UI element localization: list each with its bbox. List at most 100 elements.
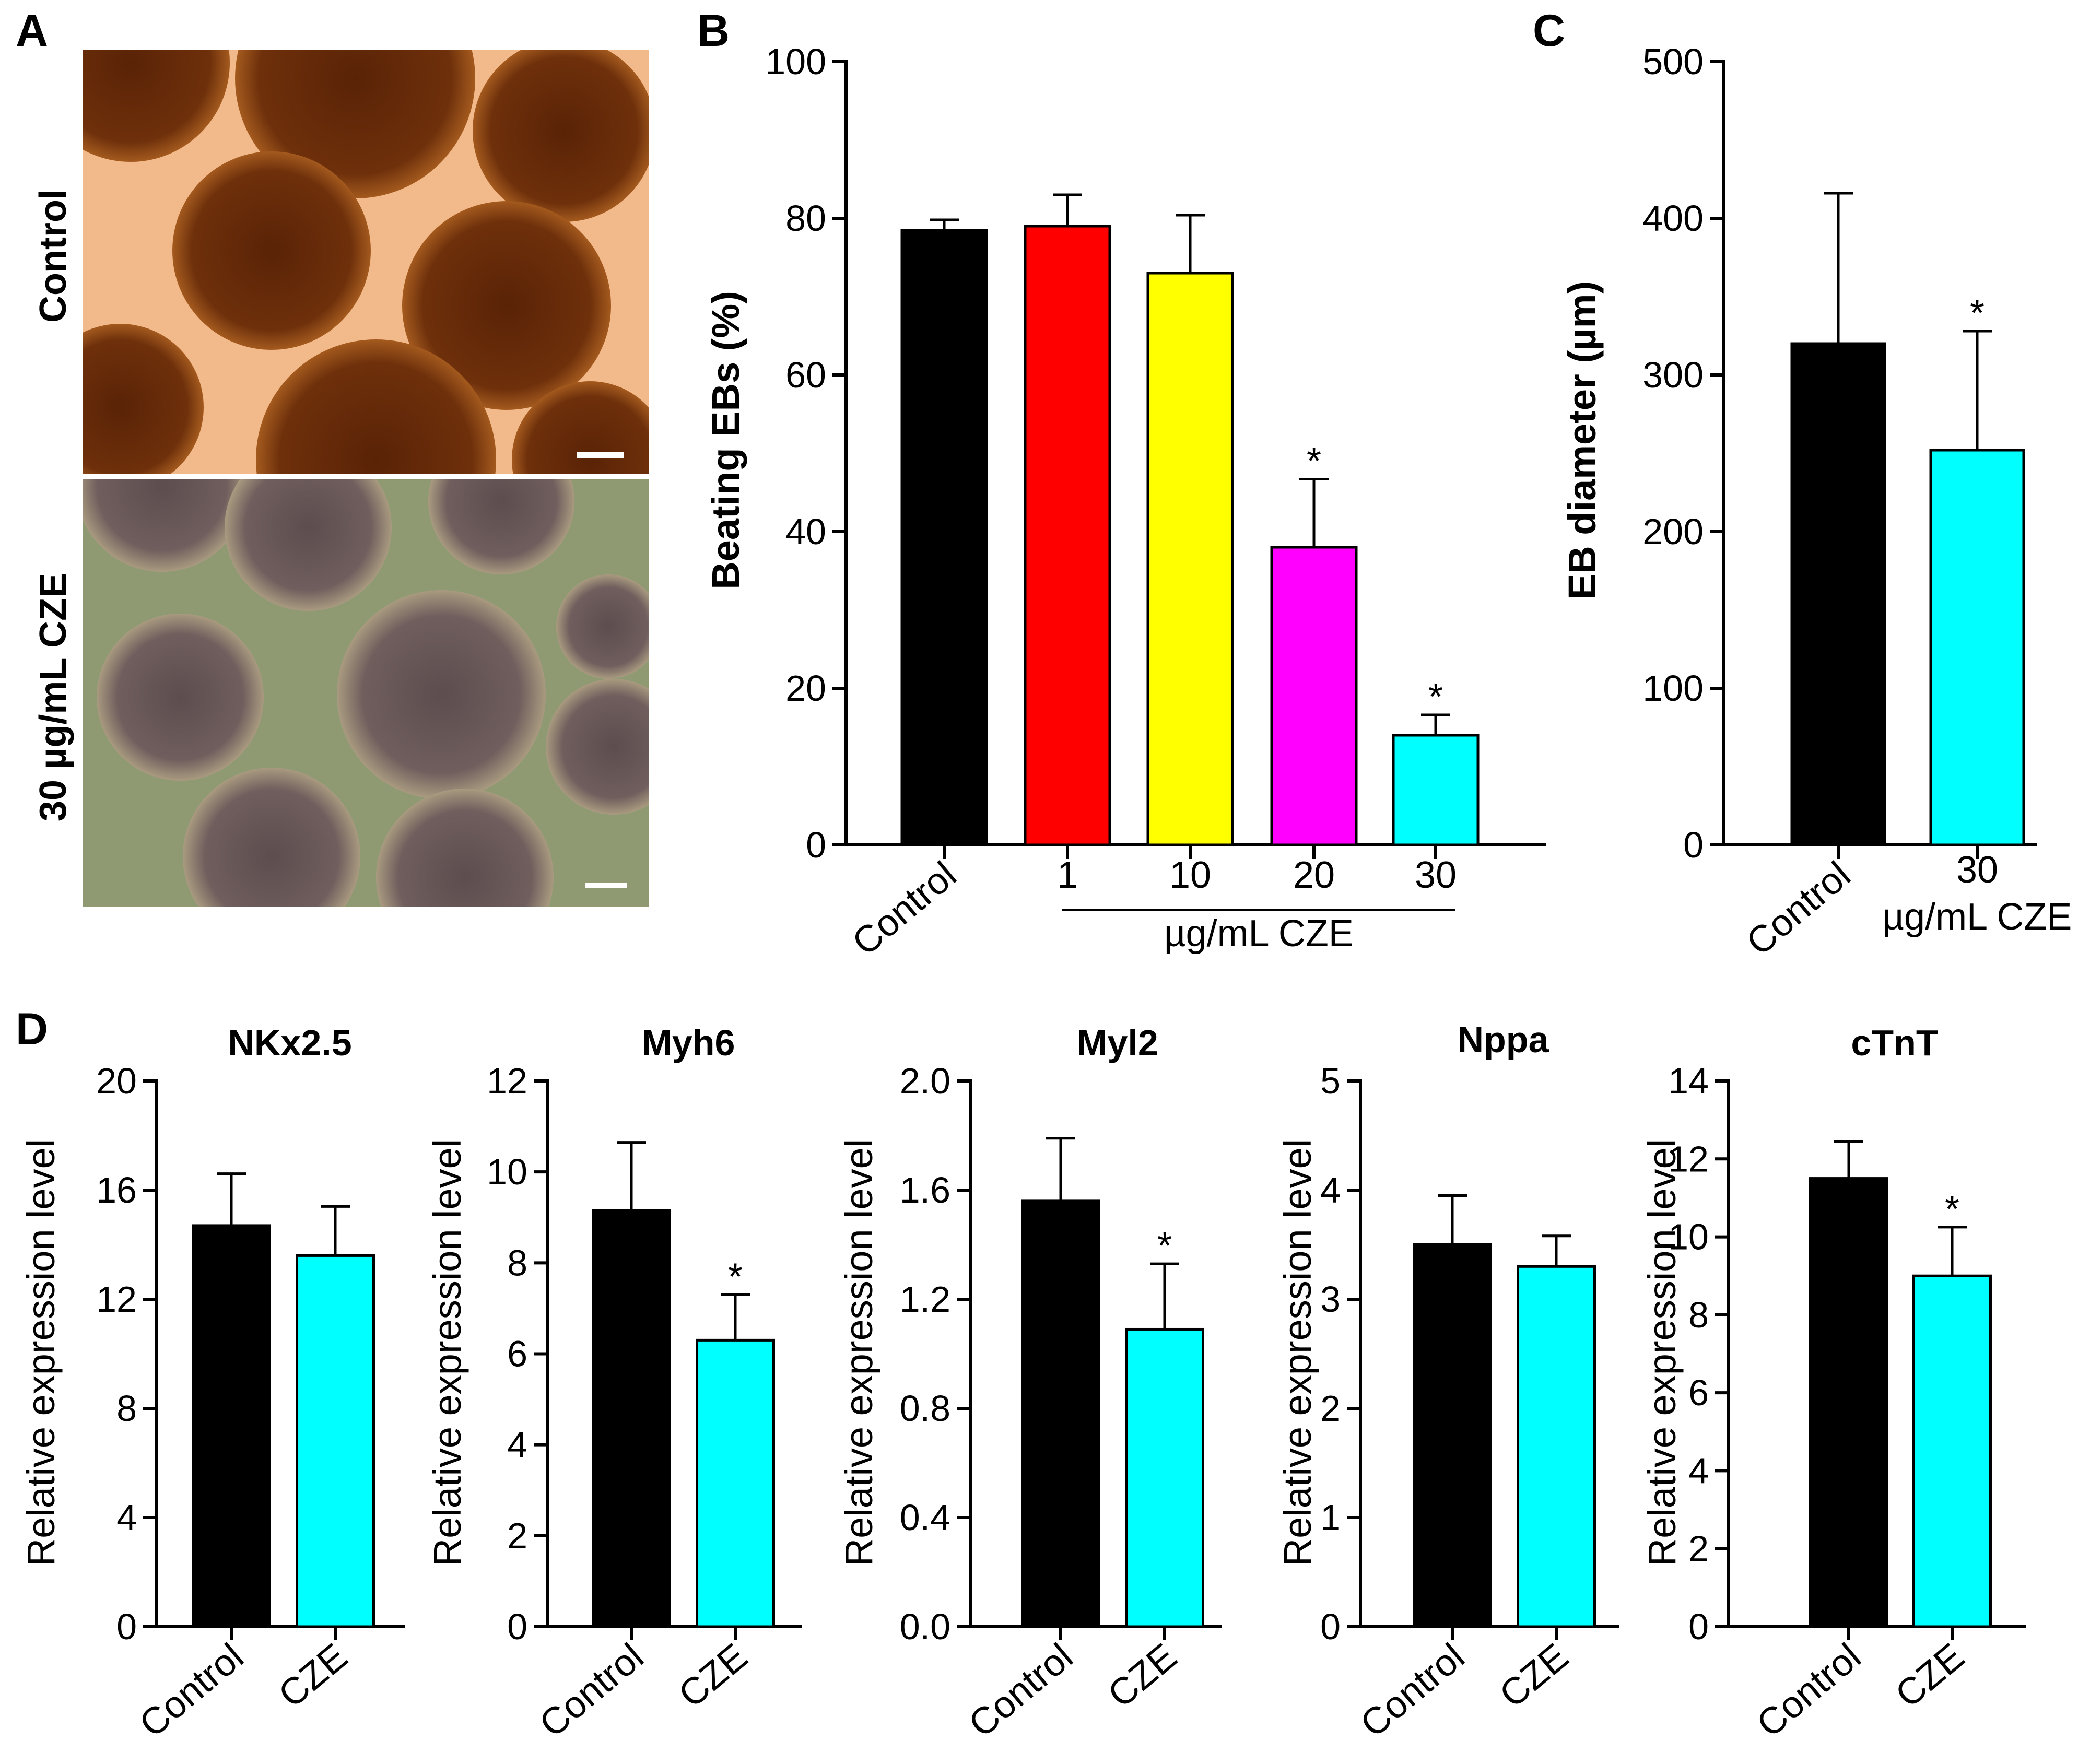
error-bar <box>321 1205 350 1256</box>
bar <box>1270 546 1358 846</box>
y-tick-label: 0 <box>507 1606 527 1647</box>
chart-title: Myh6 <box>642 1022 735 1063</box>
error-bar <box>1053 193 1082 226</box>
bar <box>296 1254 375 1628</box>
y-axis-label: Relative expression level <box>19 1139 63 1567</box>
y-tick-label: 0 <box>806 825 826 865</box>
y-axis-label: Relative expression level <box>1276 1139 1319 1567</box>
chart-title: Myl2 <box>1077 1022 1158 1063</box>
y-tick-label: 4 <box>1320 1170 1341 1210</box>
bar <box>1912 1274 1992 1628</box>
y-tick-label: 200 <box>1642 511 1704 552</box>
y-tick-label: 400 <box>1642 198 1704 239</box>
x-tick-label: CZE <box>1100 1636 1185 1716</box>
y-tick-label: 8 <box>507 1242 527 1283</box>
y-tick-label: 0 <box>1688 1606 1709 1647</box>
x-tick-label: Control <box>1739 854 1858 963</box>
y-tick-label: 8 <box>116 1388 137 1429</box>
y-tick-label: 12 <box>487 1061 527 1101</box>
micrograph-control <box>83 50 649 475</box>
y-tick-label: 0.0 <box>900 1606 950 1647</box>
y-tick-label: 8 <box>1688 1295 1709 1335</box>
y-tick-label: 10 <box>1668 1217 1709 1257</box>
y-axis-label: EB diameter (µm) <box>1560 281 1604 599</box>
y-tick-label: 2 <box>1688 1528 1709 1569</box>
y-tick-label: 4 <box>1688 1450 1709 1491</box>
bar <box>1392 734 1480 846</box>
x-tick-label: CZE <box>1888 1636 1972 1716</box>
bar <box>192 1224 271 1628</box>
y-tick-label: 80 <box>785 198 826 239</box>
significance-star: * <box>728 1256 743 1298</box>
scale-bar <box>577 452 624 458</box>
error-bar <box>1938 1226 1967 1276</box>
y-tick-label: 2 <box>1320 1388 1341 1429</box>
y-tick-label: 0.8 <box>900 1388 950 1429</box>
y-tick-label: 60 <box>785 355 826 395</box>
y-tick-label: 4 <box>116 1497 137 1538</box>
y-tick-label: 10 <box>487 1151 527 1192</box>
error-bar <box>617 1141 646 1211</box>
y-tick-label: 16 <box>96 1170 137 1210</box>
x-tick-label: 1 <box>1057 854 1078 896</box>
y-tick-label: 2 <box>507 1515 527 1556</box>
bar <box>1929 449 2025 846</box>
micrograph-cze <box>83 479 649 907</box>
y-axis-label: Beating EBs (%) <box>704 291 747 590</box>
y-tick-label: 300 <box>1642 355 1704 395</box>
x-tick-label: Control <box>1353 1636 1472 1745</box>
error-bar <box>1046 1137 1075 1201</box>
error-bar <box>217 1172 246 1226</box>
x-tick-label: CZE <box>1492 1636 1577 1716</box>
y-tick-label: 5 <box>1320 1061 1341 1101</box>
y-tick-label: 1 <box>1320 1497 1341 1538</box>
x-tick-label: Control <box>1749 1636 1869 1745</box>
y-tick-label: 6 <box>1688 1372 1709 1413</box>
y-axis-label: Relative expression level <box>426 1139 469 1567</box>
y-tick-label: 12 <box>1668 1138 1709 1179</box>
chart-title: NKx2.5 <box>228 1022 351 1063</box>
error-bar <box>1834 1140 1863 1179</box>
y-axis-label: Relative expression level <box>1640 1139 1684 1567</box>
error-bar <box>1438 1194 1467 1245</box>
error-bar <box>1150 1262 1179 1330</box>
significance-star: * <box>1428 676 1443 718</box>
y-tick-label: 0 <box>1320 1606 1341 1647</box>
y-tick-label: 3 <box>1320 1279 1341 1320</box>
bar <box>592 1209 671 1628</box>
x-tick-label: CZE <box>271 1636 356 1716</box>
bar <box>900 229 988 846</box>
y-tick-label: 0 <box>1683 825 1704 865</box>
panel-label-a: A <box>16 6 48 56</box>
x-tick-label: Control <box>961 1636 1081 1745</box>
significance-star: * <box>1307 441 1321 483</box>
error-bar <box>1176 214 1205 273</box>
group-label: µg/mL CZE <box>1883 896 2072 938</box>
error-bar <box>1963 330 1992 450</box>
bar <box>1790 342 1886 846</box>
error-bar <box>1824 192 1853 344</box>
error-bar <box>930 218 959 230</box>
y-tick-label: 20 <box>785 668 826 709</box>
chart-title: cTnT <box>1851 1022 1938 1063</box>
chart-b: 0 20 40 60 80 100 Beating EBs (%) Control 1 10 * 20… <box>704 41 1546 963</box>
bar <box>1517 1265 1596 1628</box>
y-tick-label: 40 <box>785 511 826 552</box>
bar <box>1125 1327 1204 1628</box>
significance-star: * <box>1970 292 1985 334</box>
significance-star: * <box>1157 1225 1172 1267</box>
significance-star: * <box>1945 1189 1959 1230</box>
chart-d1: 0 4 8 12 16 20 Relative expression level NKx2.5… <box>19 1022 405 1745</box>
y-tick-label: 1.6 <box>900 1170 950 1210</box>
y-tick-label: 100 <box>1642 668 1704 709</box>
scale-bar <box>585 883 627 888</box>
error-bar <box>721 1293 750 1340</box>
x-tick-label: 30 <box>1415 854 1457 896</box>
x-tick-label: 20 <box>1293 854 1335 896</box>
y-tick-label: 0.4 <box>900 1497 950 1538</box>
y-tick-label: 100 <box>765 41 826 82</box>
y-tick-label: 4 <box>507 1425 527 1465</box>
bar <box>696 1338 775 1628</box>
